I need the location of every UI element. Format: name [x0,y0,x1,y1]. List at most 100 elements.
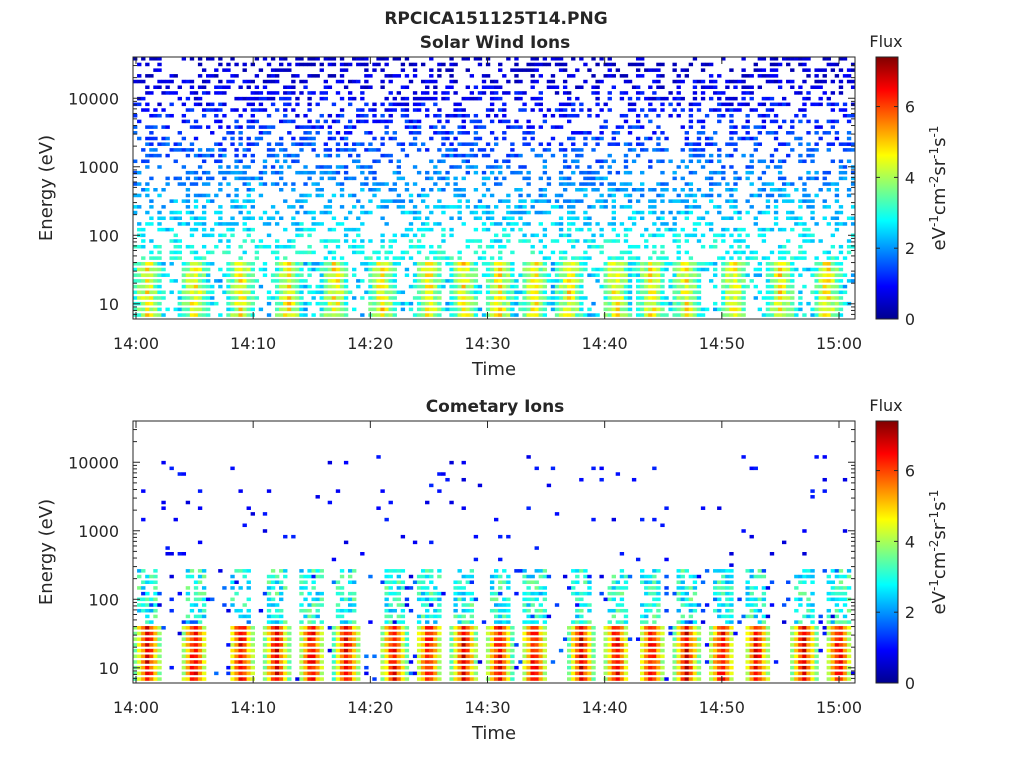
heatmap-cell [433,284,438,289]
heatmap-cell [339,188,345,192]
heatmap-cell [562,233,568,238]
heatmap-cell [595,96,600,101]
heatmap-cell [583,79,588,84]
heatmap-cell [291,159,296,164]
heatmap-cell [279,637,284,641]
heatmap-cell [230,227,235,232]
heatmap-cell [368,273,373,277]
heatmap-cell [522,165,527,169]
heatmap-cell [583,188,588,192]
heatmap-cell [834,74,840,78]
heatmap-cell [672,62,677,67]
heatmap-cell [810,210,815,215]
heatmap-cell [534,199,539,203]
heatmap-cell [400,210,406,215]
heatmap-cell [741,307,746,312]
heatmap-cell [717,91,722,95]
heatmap-cell [307,637,312,641]
heatmap-cell [141,597,146,602]
heatmap-cell [404,637,410,641]
heatmap-cell [347,608,353,613]
heatmap-cell [441,153,446,158]
heatmap-cell [696,142,702,146]
heatmap-cell [319,296,324,300]
heatmap-cell [733,148,738,152]
panel1-title: Solar Wind Ions [420,33,571,53]
heatmap-cell [684,301,689,306]
heatmap-cell [250,125,255,129]
heatmap-cell [376,296,381,300]
heatmap-cell [283,199,288,203]
heatmap-cell [644,290,649,295]
heatmap-cell [441,131,446,135]
heatmap-cell [494,96,499,101]
heatmap-cell [656,273,661,277]
heatmap-cell [494,85,499,90]
heatmap-cell [603,307,608,312]
heatmap-cell [850,176,856,181]
heatmap-cell [652,210,657,215]
heatmap-cell [283,108,288,112]
heatmap-cell [733,199,738,203]
heatmap-cell [510,142,515,146]
heatmap-cell [700,148,706,152]
heatmap-cell [607,153,612,158]
heatmap-cell [307,210,312,215]
heatmap-cell [530,57,535,61]
heatmap-cell [307,96,312,101]
heatmap-cell [623,273,629,277]
heatmap-cell [558,57,564,61]
heatmap-cell [753,193,758,198]
heatmap-cell [400,608,406,613]
heatmap-cell [283,654,288,659]
heatmap-cell [485,142,491,146]
heatmap-cell [266,586,272,590]
heatmap-cell [287,68,292,72]
heatmap-cell [303,279,308,283]
heatmap-cell [299,677,304,681]
heatmap-cell [838,91,844,95]
heatmap-cell [266,244,272,249]
heatmap-cell [181,626,187,630]
heatmap-cell [161,506,166,510]
heatmap-cell [526,313,531,317]
heatmap-cell [181,57,187,61]
heatmap-cell [485,188,491,192]
heatmap-cell [145,210,150,215]
heatmap-cell [429,79,434,84]
heatmap-cell [745,284,750,289]
heatmap-cell [485,267,491,272]
heatmap-cell [579,85,584,90]
heatmap-cell [214,108,219,112]
heatmap-cell [717,153,722,158]
heatmap-cell [453,108,458,112]
heatmap-cell [258,125,264,129]
heatmap-cell [798,85,803,90]
heatmap-cell [583,131,588,135]
heatmap-cell [591,182,596,186]
heatmap-cell [737,273,742,277]
heatmap-cell [335,170,341,175]
heatmap-cell [420,79,426,84]
heatmap-cell [201,631,207,636]
heatmap-cell [684,239,689,243]
heatmap-cell [461,313,466,317]
heatmap-cell [567,239,572,243]
heatmap-cell [169,148,174,152]
heatmap-cell [347,119,353,124]
heatmap-cell [514,57,519,61]
heatmap-cell [607,307,612,312]
heatmap-cell [717,233,722,238]
heatmap-cell [400,671,406,676]
heatmap-cell [713,267,718,272]
heatmap-cell [542,233,548,238]
heatmap-cell [635,313,641,317]
heatmap-cell [489,222,495,226]
heatmap-cell [299,267,304,272]
heatmap-cell [201,113,207,118]
heatmap-cell [145,296,150,300]
heatmap-cell [246,608,251,613]
heatmap-cell [400,620,406,624]
heatmap-cell [425,267,430,272]
heatmap-cell [242,671,247,676]
